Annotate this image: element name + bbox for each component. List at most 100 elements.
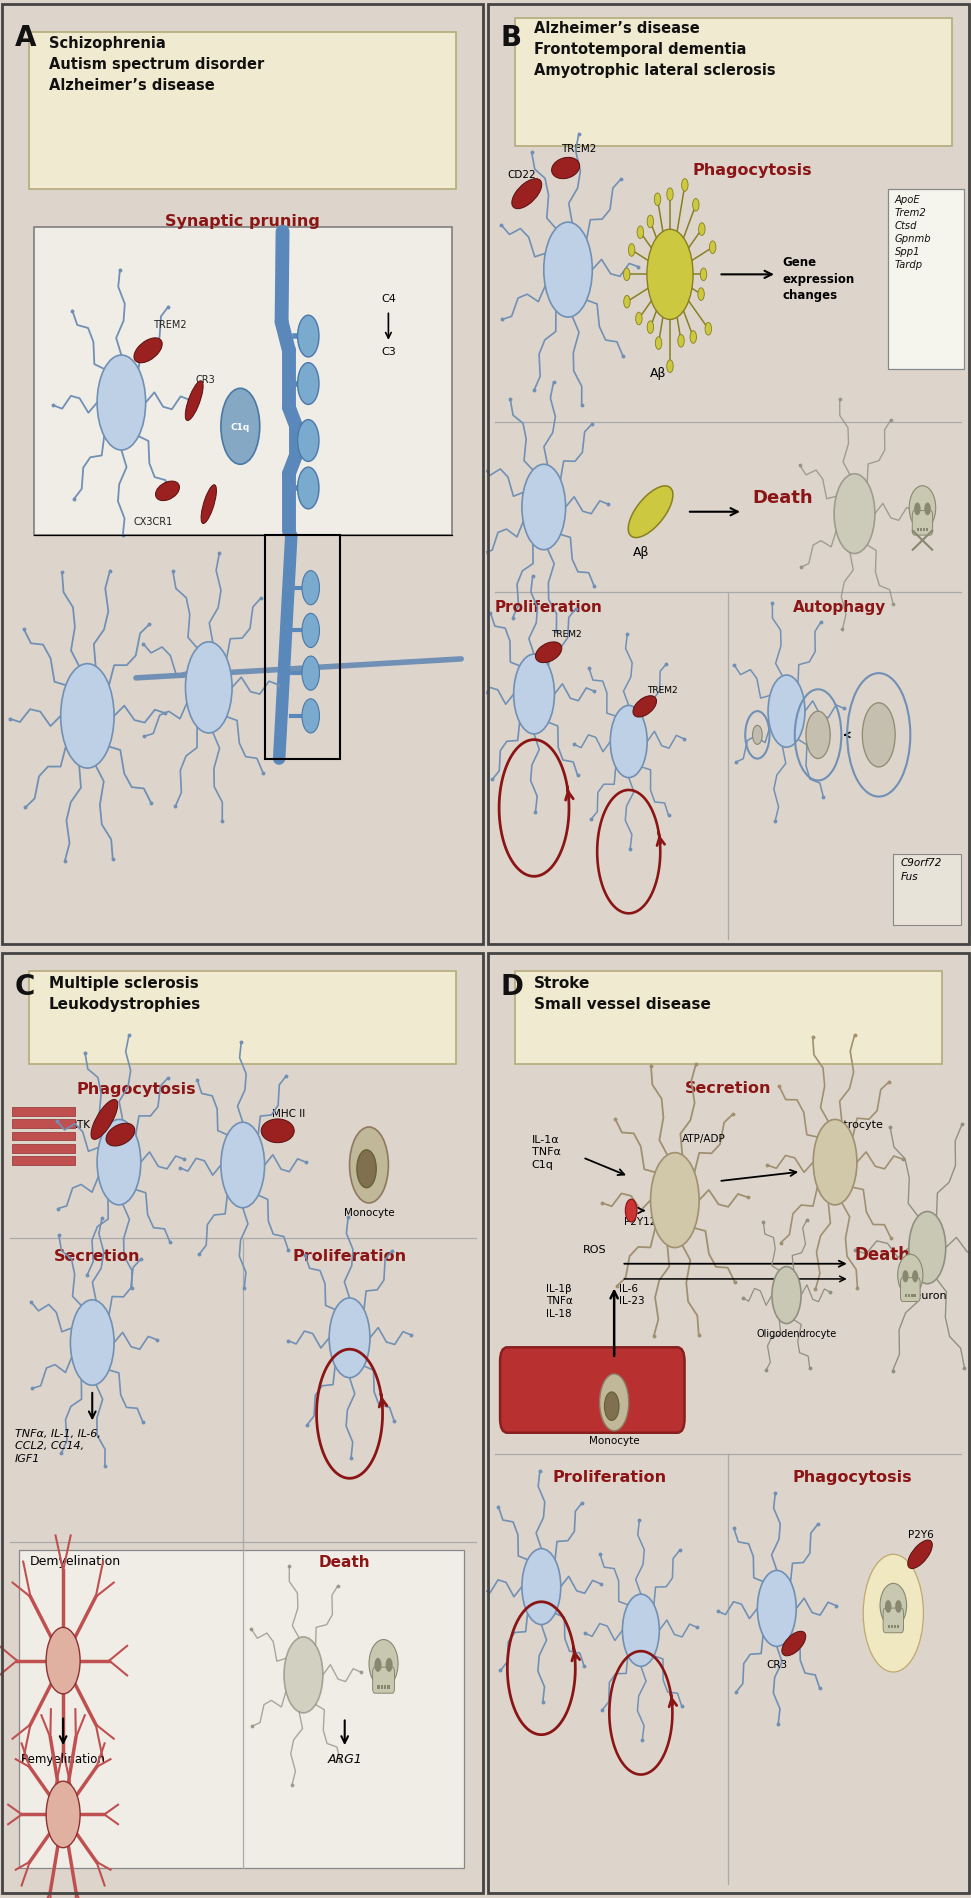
Circle shape [753, 727, 762, 744]
Circle shape [651, 1152, 699, 1249]
Text: Proliferation: Proliferation [494, 600, 603, 615]
Text: Stroke
Small vessel disease: Stroke Small vessel disease [534, 976, 711, 1012]
Circle shape [690, 332, 696, 344]
Circle shape [654, 194, 660, 207]
Text: IL-1β
TNFα
IL-18: IL-1β TNFα IL-18 [547, 1283, 573, 1317]
Circle shape [924, 503, 931, 516]
Bar [925, 528, 928, 531]
Bar [917, 528, 920, 531]
Ellipse shape [633, 697, 656, 717]
Ellipse shape [369, 1640, 398, 1687]
Circle shape [302, 615, 319, 647]
Ellipse shape [155, 482, 180, 501]
Circle shape [302, 700, 319, 733]
Circle shape [698, 288, 704, 302]
Bar [264, 535, 340, 759]
Text: Oligodendrocyte: Oligodendrocyte [756, 1329, 836, 1338]
Ellipse shape [261, 1120, 294, 1143]
Ellipse shape [552, 158, 580, 180]
Text: Demyelination: Demyelination [30, 1554, 120, 1568]
Bar [13, 1156, 76, 1165]
Text: Fibrinogen: Fibrinogen [513, 1359, 571, 1368]
Bar [887, 1625, 890, 1628]
Text: Multiple sclerosis
Leukodystrophies: Multiple sclerosis Leukodystrophies [49, 976, 201, 1012]
Circle shape [647, 230, 693, 321]
Bar [914, 1294, 916, 1298]
FancyBboxPatch shape [884, 1608, 903, 1632]
Bar [920, 528, 922, 531]
Text: B: B [500, 23, 521, 51]
Circle shape [357, 1150, 377, 1188]
Text: TREM2: TREM2 [552, 630, 582, 638]
Circle shape [623, 270, 630, 281]
Circle shape [678, 336, 685, 347]
Circle shape [914, 503, 921, 516]
Circle shape [297, 469, 318, 509]
Text: TREM2: TREM2 [561, 144, 596, 154]
Circle shape [772, 1268, 801, 1325]
Text: Death: Death [753, 490, 813, 507]
Circle shape [895, 1600, 902, 1613]
Text: Death: Death [318, 1554, 371, 1570]
Text: C4: C4 [381, 294, 396, 304]
Text: Proliferation: Proliferation [552, 1469, 666, 1484]
Circle shape [667, 361, 673, 374]
Bar [13, 1144, 76, 1152]
Circle shape [297, 364, 318, 404]
Text: IL-1α
TNFα
C1q: IL-1α TNFα C1q [532, 1133, 560, 1169]
Text: CR3: CR3 [196, 374, 216, 383]
Ellipse shape [535, 643, 562, 662]
Circle shape [628, 245, 635, 256]
Circle shape [623, 296, 630, 309]
Text: C1q: C1q [231, 423, 250, 431]
Circle shape [655, 338, 662, 351]
Circle shape [297, 315, 318, 357]
Bar [381, 1685, 384, 1689]
Bar [911, 1294, 913, 1298]
Circle shape [637, 228, 644, 239]
Bar [896, 1625, 899, 1628]
Bar [893, 1625, 896, 1628]
Bar [905, 1294, 907, 1298]
Text: Alzheimer’s disease
Frontotemporal dementia
Amyotrophic lateral sclerosis: Alzheimer’s disease Frontotemporal demen… [534, 21, 776, 78]
Text: D: D [500, 972, 523, 1000]
Text: Secretion: Secretion [685, 1080, 772, 1095]
Circle shape [302, 571, 319, 605]
Circle shape [185, 642, 232, 733]
Circle shape [60, 664, 115, 769]
Circle shape [710, 241, 716, 254]
Text: TIM4/MERTK: TIM4/MERTK [27, 1120, 89, 1129]
Circle shape [814, 1120, 856, 1205]
Text: Phagocytosis: Phagocytosis [76, 1082, 196, 1097]
Circle shape [768, 676, 805, 748]
Circle shape [647, 216, 653, 228]
Text: Monocyte: Monocyte [344, 1207, 394, 1217]
Circle shape [385, 1659, 392, 1672]
Circle shape [604, 1393, 619, 1420]
Circle shape [757, 1572, 796, 1647]
Text: CR3: CR3 [766, 1659, 787, 1668]
Text: IL-6
IL-23: IL-6 IL-23 [619, 1283, 645, 1306]
Ellipse shape [106, 1124, 135, 1146]
Ellipse shape [908, 1539, 932, 1570]
Circle shape [636, 313, 642, 326]
Text: P2Y6: P2Y6 [908, 1530, 934, 1539]
Text: Synaptic pruning: Synaptic pruning [165, 214, 320, 228]
Circle shape [885, 1600, 891, 1613]
Ellipse shape [201, 486, 217, 524]
Circle shape [698, 224, 705, 235]
Circle shape [71, 1300, 115, 1386]
Circle shape [625, 1200, 637, 1222]
Bar [515, 19, 952, 146]
Text: TNFα, IL-1, IL-6,
CCL2, CC14,
IGF1: TNFα, IL-1, IL-6, CCL2, CC14, IGF1 [15, 1427, 100, 1463]
Bar [19, 1549, 464, 1868]
Bar [888, 190, 964, 370]
Circle shape [97, 357, 146, 452]
Circle shape [97, 1120, 141, 1205]
Text: Neuron: Neuron [907, 1291, 948, 1300]
Circle shape [806, 712, 830, 759]
Circle shape [692, 199, 699, 213]
Text: Phagocytosis: Phagocytosis [692, 163, 813, 178]
Text: ARG1: ARG1 [327, 1752, 362, 1765]
Circle shape [350, 1127, 388, 1203]
